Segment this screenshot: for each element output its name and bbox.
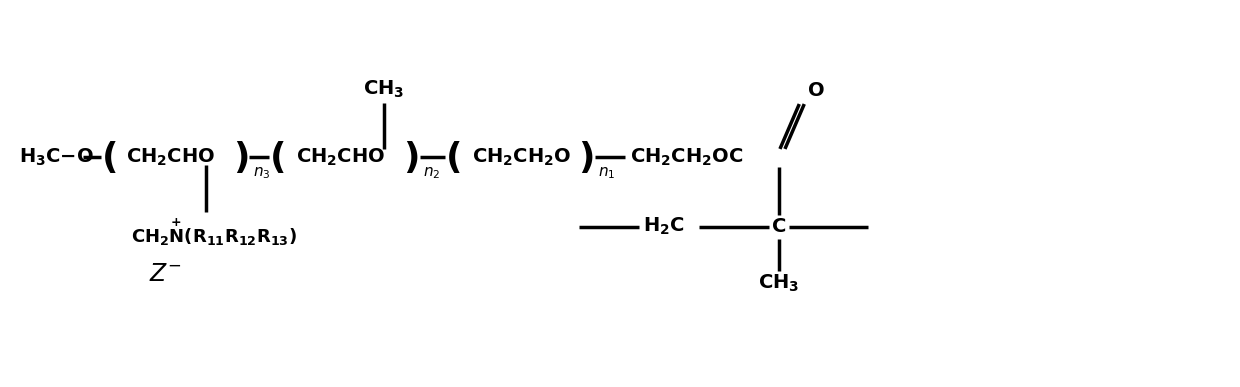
- Text: $\mathbf{O}$: $\mathbf{O}$: [806, 82, 825, 100]
- Text: $\mathit{n}_3$: $\mathit{n}_3$: [253, 165, 270, 181]
- Text: $\mathbf{CH_2CHO}$: $\mathbf{CH_2CHO}$: [126, 147, 216, 168]
- Text: $\mathit{n}_1$: $\mathit{n}_1$: [598, 165, 615, 181]
- Text: $\mathbf{)}$: $\mathbf{)}$: [578, 139, 594, 175]
- Text: $\mathbf{)}$: $\mathbf{)}$: [233, 139, 248, 175]
- Text: $\mathbf{)}$: $\mathbf{)}$: [403, 139, 419, 175]
- Text: $\mathbf{(}$: $\mathbf{(}$: [445, 139, 461, 175]
- Text: $\mathbf{CH_2CH_2O}$: $\mathbf{CH_2CH_2O}$: [472, 147, 572, 168]
- Text: $\mathbf{CH_3}$: $\mathbf{CH_3}$: [758, 273, 800, 294]
- Text: $\mathbf{H_2C}$: $\mathbf{H_2C}$: [644, 216, 684, 237]
- Text: $\mathit{Z}^{-}$: $\mathit{Z}^{-}$: [149, 262, 181, 286]
- Text: $\mathbf{(}$: $\mathbf{(}$: [269, 139, 284, 175]
- Text: $\mathbf{H_3C{-}O}$: $\mathbf{H_3C{-}O}$: [20, 147, 94, 168]
- Text: $\mathbf{CH_2\overset{+}{N}(R_{11}R_{12}R_{13})}$: $\mathbf{CH_2\overset{+}{N}(R_{11}R_{12}…: [131, 216, 298, 248]
- Text: $\mathbf{CH_2CH_2OC}$: $\mathbf{CH_2CH_2OC}$: [630, 147, 744, 168]
- Text: $\mathbf{CH_3}$: $\mathbf{CH_3}$: [363, 79, 404, 100]
- Text: $\mathbf{(}$: $\mathbf{(}$: [102, 139, 117, 175]
- Text: $\mathbf{CH_2CHO}$: $\mathbf{CH_2CHO}$: [295, 147, 384, 168]
- Text: $\mathit{n}_2$: $\mathit{n}_2$: [423, 165, 440, 181]
- Text: $\mathbf{C}$: $\mathbf{C}$: [771, 218, 786, 236]
